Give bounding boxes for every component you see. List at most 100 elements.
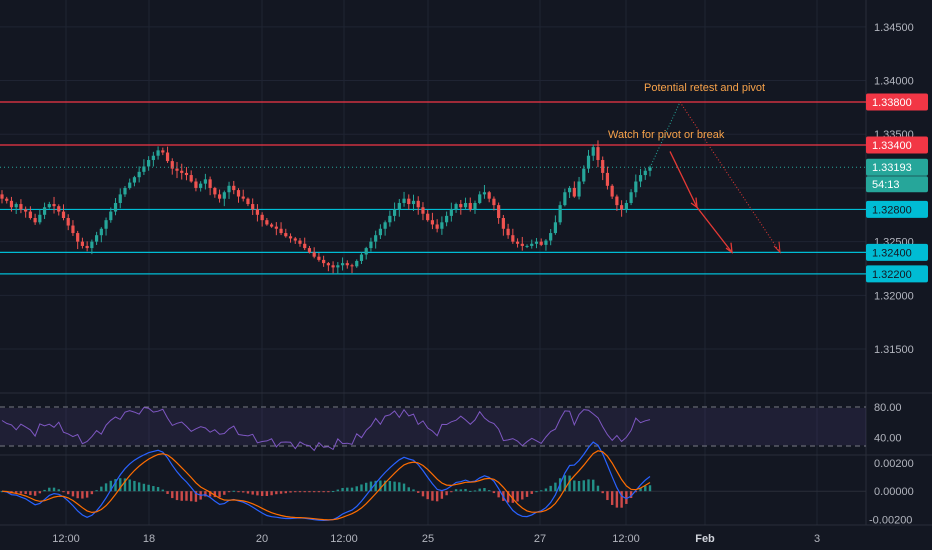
candle-body — [161, 150, 165, 153]
candle-body — [312, 252, 316, 257]
candle-body — [326, 263, 330, 266]
projection-arrows[interactable] — [649, 101, 781, 254]
macd-histogram-bar — [535, 491, 538, 493]
candle-body — [61, 211, 66, 219]
macd-histogram-bar — [525, 491, 529, 497]
macd-histogram-bar — [19, 491, 23, 494]
macd-histogram-bar — [147, 484, 150, 492]
macd-histogram-bar — [383, 480, 387, 492]
macd-histogram-bar — [355, 486, 358, 492]
candle-body — [539, 241, 543, 245]
macd-histogram-bar — [530, 491, 533, 494]
candle-body — [170, 161, 174, 169]
macd-histogram-bar — [435, 491, 439, 502]
candle-body — [99, 228, 103, 236]
candle-body — [416, 200, 420, 208]
retest-up-path — [649, 101, 681, 168]
time-tick-label: 18 — [143, 533, 155, 545]
candle-body — [208, 179, 212, 188]
candle-body — [118, 194, 122, 203]
current-price-tag-bg — [866, 158, 928, 176]
macd-histogram-bar — [341, 487, 344, 492]
macd-histogram-bar — [516, 491, 519, 502]
candle-body — [515, 241, 520, 244]
candle-body — [492, 198, 496, 206]
macd-histogram-bar — [610, 491, 614, 505]
candle-body — [336, 265, 340, 268]
candle-body — [340, 263, 345, 266]
arrowhead — [725, 242, 733, 254]
candle-body — [624, 202, 628, 210]
candle-body — [199, 183, 203, 188]
candle-body — [620, 205, 624, 210]
macd-histogram-bar — [346, 487, 349, 492]
candle-body — [265, 220, 269, 225]
macd-histogram-bar — [639, 487, 642, 492]
macd-histogram-bar — [549, 485, 552, 492]
macd-histogram-bar — [71, 491, 75, 497]
candle-body — [497, 205, 501, 219]
candle-body — [52, 204, 56, 207]
annotation-pivot-break[interactable]: Watch for pivot or break — [608, 129, 725, 141]
horizontal-levels[interactable] — [0, 101, 866, 275]
candle-body — [577, 181, 581, 197]
macd-histogram-bar — [327, 491, 330, 493]
candle-body — [180, 170, 184, 173]
macd-histogram-bar — [246, 491, 250, 494]
macd-histogram-bar — [587, 479, 590, 492]
macd-histogram-bar — [119, 478, 122, 492]
annotation-retest[interactable]: Potential retest and pivot — [644, 82, 765, 94]
macd-histogram-bar — [156, 487, 160, 492]
candle-body — [383, 222, 387, 229]
candle-body — [0, 194, 4, 199]
macd-histogram-bar — [620, 491, 623, 508]
level-tag-support-mid-bg — [866, 243, 928, 261]
level-tag-support-low: 1.32200 — [872, 269, 912, 281]
macd-histogram-bar — [308, 491, 311, 493]
candle-body — [246, 198, 250, 205]
candle-body — [303, 243, 307, 249]
candle-body — [104, 220, 108, 229]
macd-histogram-bar — [242, 491, 245, 493]
macd-histogram-bar — [128, 479, 131, 492]
macd-histogram-bar — [189, 491, 193, 502]
macd-histogram-bar — [568, 475, 571, 492]
candle-body — [217, 194, 222, 199]
macd-histogram-bar — [142, 483, 146, 492]
candle-body — [591, 147, 595, 156]
candle-body — [440, 222, 444, 229]
macd-histogram-bar — [492, 491, 496, 494]
candle-body — [435, 224, 439, 229]
candle-body — [549, 233, 553, 241]
macd-histogram-bar — [331, 491, 335, 493]
candle-body — [430, 220, 435, 225]
candle-body — [331, 265, 335, 268]
candle-body — [582, 168, 586, 182]
macd-histogram-bar — [483, 488, 486, 492]
level-tag-support-upper-bg — [866, 200, 928, 218]
candle-body — [128, 182, 132, 188]
rsi-curve — [1, 406, 651, 452]
time-tick-label: 25 — [422, 533, 434, 545]
annotations[interactable]: Potential retest and pivot Watch for piv… — [608, 82, 765, 141]
macd-histogram-bar — [573, 480, 576, 492]
candle-body — [459, 204, 463, 208]
candle-body — [369, 241, 373, 249]
macd-histogram-bar — [511, 491, 515, 503]
time-tick-label: 12:00 — [330, 533, 358, 545]
macd-histogram-bar — [270, 491, 273, 496]
candle-body — [80, 241, 85, 246]
countdown-tag: 54:13 — [872, 179, 900, 191]
candle-body — [544, 240, 548, 245]
macd-line — [1, 441, 651, 522]
macd-histogram-bar — [322, 491, 325, 493]
candle-body — [567, 187, 572, 193]
macd-histogram-bar — [90, 491, 94, 495]
time-axis[interactable]: 12:00 18 20 12:00 25 27 12:00 Feb 3 — [52, 533, 820, 545]
candle-body — [194, 181, 198, 188]
macd-histogram-bar — [426, 491, 429, 500]
macd-histogram-bar — [38, 491, 42, 494]
candle-body — [402, 198, 406, 203]
macd-histogram-bar — [596, 485, 600, 492]
